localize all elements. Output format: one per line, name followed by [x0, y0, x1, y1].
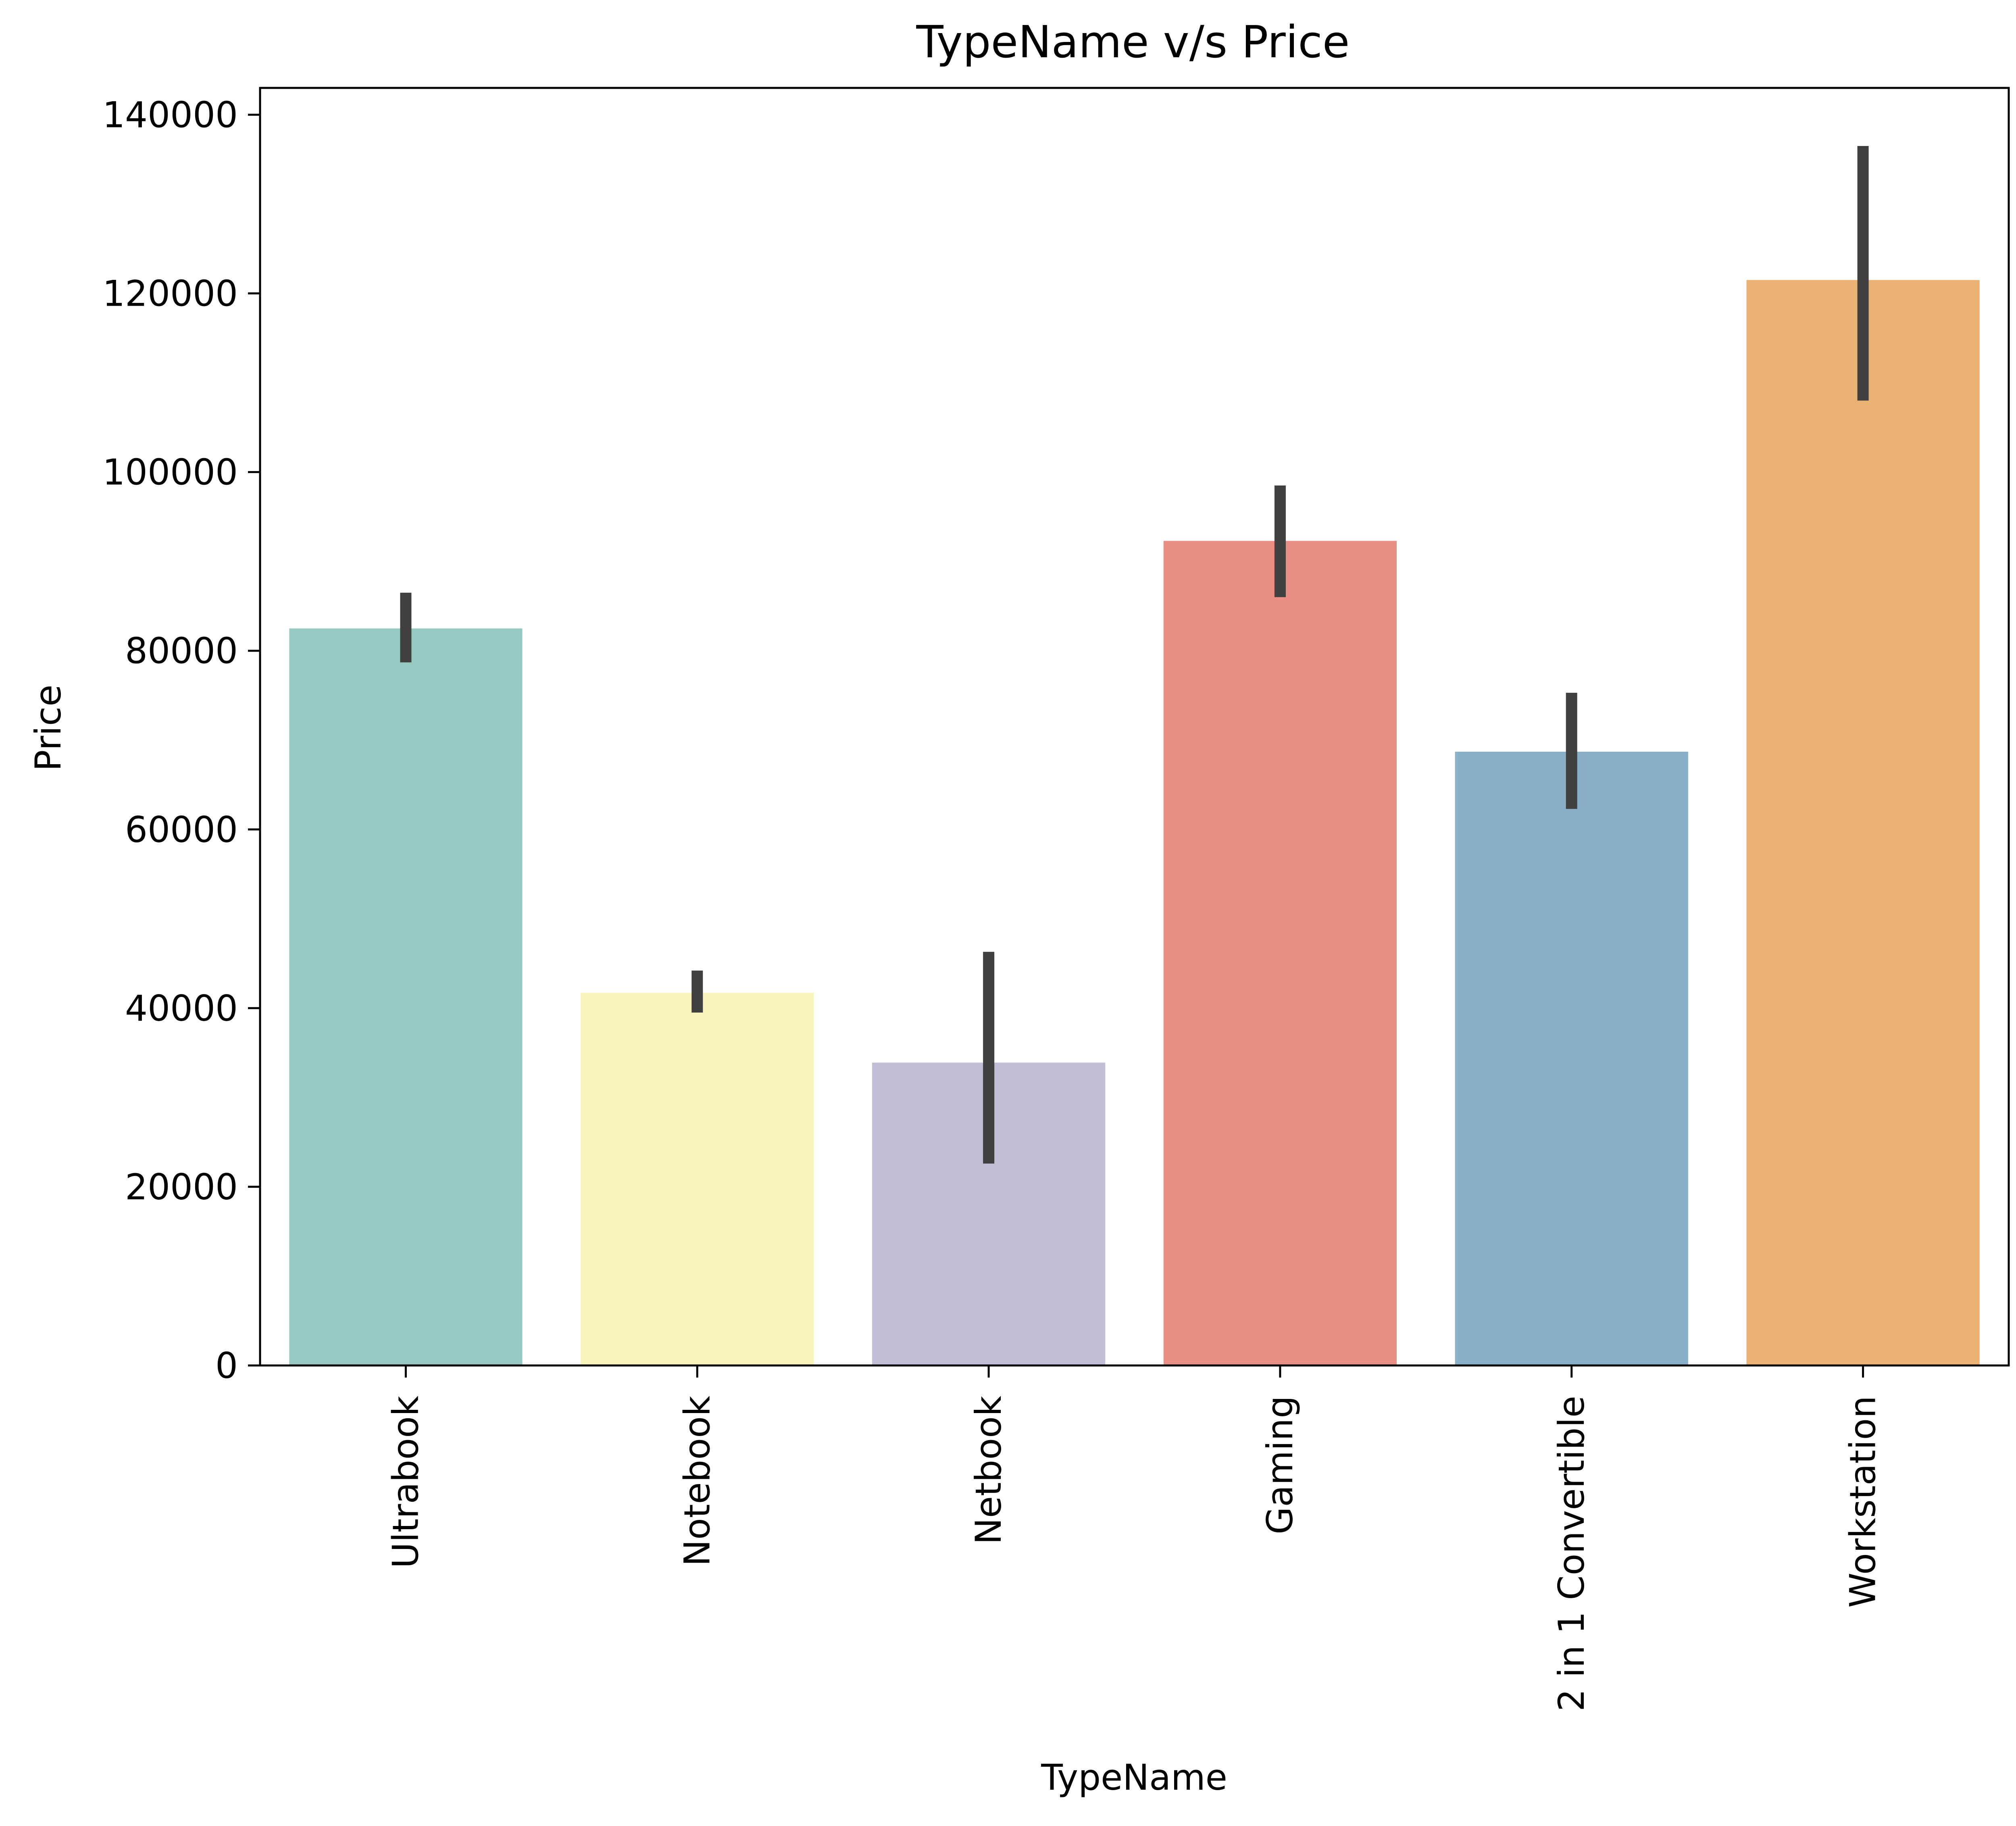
bar-workstation — [1746, 280, 1980, 1366]
plot-area-frame — [259, 87, 2010, 1367]
x-tick-label: Workstation — [1842, 1396, 1884, 1608]
x-tick-label: 2 in 1 Convertible — [1551, 1396, 1592, 1711]
y-tick-label: 140000 — [102, 94, 238, 135]
y-tick-label: 100000 — [102, 452, 238, 493]
y-tick-label: 60000 — [125, 809, 238, 850]
x-tick-label: Notebook — [676, 1396, 718, 1566]
x-axis: Ultrabook Notebook Netbook Gaming 2 in 1 Con… — [385, 1365, 1884, 1711]
x-tick-label: Gaming — [1259, 1396, 1301, 1534]
error-bars-layer — [400, 146, 1869, 1164]
y-tick-label: 120000 — [102, 273, 238, 315]
x-tick-label: Netbook — [968, 1396, 1009, 1545]
y-tick-label: 80000 — [125, 630, 238, 672]
y-axis-label: Price — [27, 685, 69, 771]
bars-layer — [289, 280, 1980, 1366]
y-axis: 0 20000 40000 60000 80000 100000 120000 140000 — [102, 94, 260, 1386]
y-tick-label: 40000 — [125, 988, 238, 1029]
chart-title: TypeName v/s Price — [916, 16, 1350, 68]
y-tick-label: 0 — [215, 1345, 238, 1386]
x-axis-label: TypeName — [1041, 1757, 1227, 1798]
bar-ultrabook — [289, 628, 523, 1365]
bar-gaming — [1163, 541, 1397, 1365]
bar-2-in-1-convertible — [1455, 752, 1688, 1365]
bar-notebook — [581, 993, 814, 1365]
x-tick-label: Ultrabook — [385, 1396, 426, 1568]
y-tick-label: 20000 — [125, 1166, 238, 1208]
